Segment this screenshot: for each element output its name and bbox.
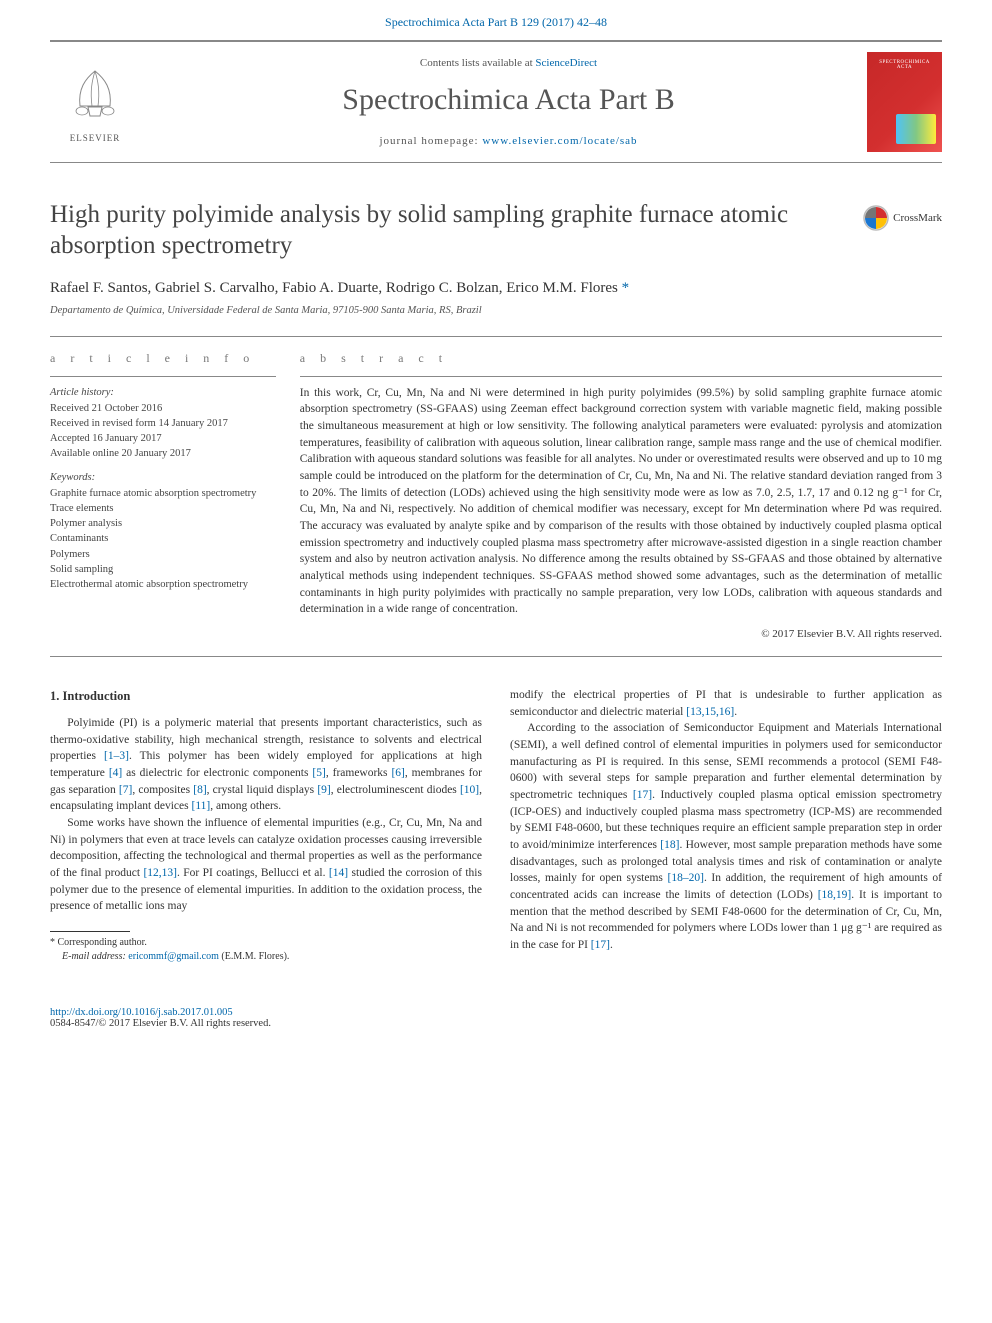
ref-link[interactable]: [9]	[317, 784, 330, 796]
crossmark-badge[interactable]: CrossMark	[863, 205, 942, 231]
ref-link[interactable]: [18–20]	[668, 872, 704, 884]
ref-link[interactable]: [18,19]	[818, 889, 852, 901]
journal-issue-link[interactable]: Spectrochimica Acta Part B 129 (2017) 42…	[385, 15, 607, 29]
journal-homepage-link[interactable]: www.elsevier.com/locate/sab	[482, 135, 637, 147]
corresponding-author-marker[interactable]: *	[622, 280, 630, 296]
body-paragraph: modify the electrical properties of PI t…	[510, 687, 942, 720]
ref-link[interactable]: [5]	[312, 767, 325, 779]
abstract-heading: a b s t r a c t	[300, 351, 942, 366]
history-accepted: Accepted 16 January 2017	[50, 431, 276, 446]
article-history-block: Article history: Received 21 October 201…	[50, 385, 276, 462]
authors-text: Rafael F. Santos, Gabriel S. Carvalho, F…	[50, 280, 622, 296]
journal-header: ELSEVIER Contents lists available at Sci…	[50, 40, 942, 163]
body-column-left: 1. Introduction Polyimide (PI) is a poly…	[50, 687, 482, 963]
contents-lists-line: Contents lists available at ScienceDirec…	[150, 57, 867, 69]
body-paragraph: Some works have shown the influence of e…	[50, 815, 482, 915]
history-online: Available online 20 January 2017	[50, 446, 276, 461]
keywords-label: Keywords:	[50, 470, 276, 485]
crossmark-icon	[863, 205, 889, 231]
footnote-email-link[interactable]: ericommf@gmail.com	[128, 951, 219, 962]
footnote-email-suffix: (E.M.M. Flores).	[219, 951, 290, 962]
ref-link[interactable]: [14]	[329, 867, 348, 879]
corresponding-author-footnote: * Corresponding author. E-mail address: …	[50, 936, 482, 963]
keyword: Polymer analysis	[50, 516, 276, 531]
ref-link[interactable]: [17]	[591, 939, 610, 951]
keyword: Contaminants	[50, 531, 276, 546]
cover-title-text: SPECTROCHIMICA ACTA	[871, 60, 938, 70]
page-footer: http://dx.doi.org/10.1016/j.sab.2017.01.…	[50, 1007, 942, 1029]
keyword: Solid sampling	[50, 562, 276, 577]
keyword: Electrothermal atomic absorption spectro…	[50, 577, 276, 592]
crossmark-label: CrossMark	[893, 212, 942, 224]
info-divider	[50, 376, 276, 377]
keyword: Polymers	[50, 547, 276, 562]
body-paragraph: Polyimide (PI) is a polymeric material t…	[50, 715, 482, 815]
history-received: Received 21 October 2016	[50, 401, 276, 416]
article-history-label: Article history:	[50, 385, 276, 400]
ref-link[interactable]: [11]	[191, 800, 210, 812]
keyword: Trace elements	[50, 501, 276, 516]
ref-link[interactable]: [6]	[391, 767, 404, 779]
article-info-heading: a r t i c l e i n f o	[50, 351, 276, 366]
divider-below-abstract	[50, 656, 942, 657]
ref-link[interactable]: [13,15,16]	[686, 706, 734, 718]
authors-line: Rafael F. Santos, Gabriel S. Carvalho, F…	[50, 280, 942, 297]
section-heading-introduction: 1. Introduction	[50, 687, 482, 705]
abstract-text: In this work, Cr, Cu, Mn, Na and Ni were…	[300, 385, 942, 618]
keyword: Graphite furnace atomic absorption spect…	[50, 486, 276, 501]
ref-link[interactable]: [12,13]	[143, 867, 177, 879]
doi-link[interactable]: http://dx.doi.org/10.1016/j.sab.2017.01.…	[50, 1007, 233, 1018]
ref-link[interactable]: [10]	[460, 784, 479, 796]
affiliation: Departamento de Química, Universidade Fe…	[50, 305, 942, 316]
elsevier-logo: ELSEVIER	[50, 52, 140, 152]
footnote-corr-label: * Corresponding author.	[50, 936, 482, 950]
ref-link[interactable]: [7]	[119, 784, 132, 796]
journal-title: Spectrochimica Acta Part B	[150, 83, 867, 117]
ref-link[interactable]: [18]	[660, 839, 679, 851]
footnote-email-label: E-mail address:	[62, 951, 128, 962]
ref-link[interactable]: [8]	[193, 784, 206, 796]
abstract-copyright: © 2017 Elsevier B.V. All rights reserved…	[300, 628, 942, 640]
cover-image-decoration	[896, 114, 936, 144]
contents-prefix: Contents lists available at	[420, 57, 535, 69]
elsevier-tree-icon	[60, 61, 130, 131]
body-paragraph: According to the association of Semicond…	[510, 720, 942, 953]
header-center: Contents lists available at ScienceDirec…	[150, 57, 867, 147]
journal-cover-thumbnail: SPECTROCHIMICA ACTA	[867, 52, 942, 152]
ref-link[interactable]: [17]	[633, 789, 652, 801]
history-revised: Received in revised form 14 January 2017	[50, 416, 276, 431]
divider-top	[50, 336, 942, 337]
keywords-block: Keywords: Graphite furnace atomic absorp…	[50, 470, 276, 593]
elsevier-logo-text: ELSEVIER	[70, 133, 121, 143]
sciencedirect-link[interactable]: ScienceDirect	[535, 57, 597, 69]
homepage-line: journal homepage: www.elsevier.com/locat…	[150, 135, 867, 147]
journal-issue-link-bar: Spectrochimica Acta Part B 129 (2017) 42…	[0, 0, 992, 40]
homepage-prefix: journal homepage:	[379, 135, 482, 147]
footnote-rule	[50, 931, 130, 932]
ref-link[interactable]: [4]	[109, 767, 122, 779]
ref-link[interactable]: [1–3]	[104, 750, 129, 762]
issn-copyright-line: 0584-8547/© 2017 Elsevier B.V. All right…	[50, 1018, 942, 1029]
article-title: High purity polyimide analysis by solid …	[50, 199, 843, 262]
abstract-divider	[300, 376, 942, 377]
body-column-right: modify the electrical properties of PI t…	[510, 687, 942, 963]
